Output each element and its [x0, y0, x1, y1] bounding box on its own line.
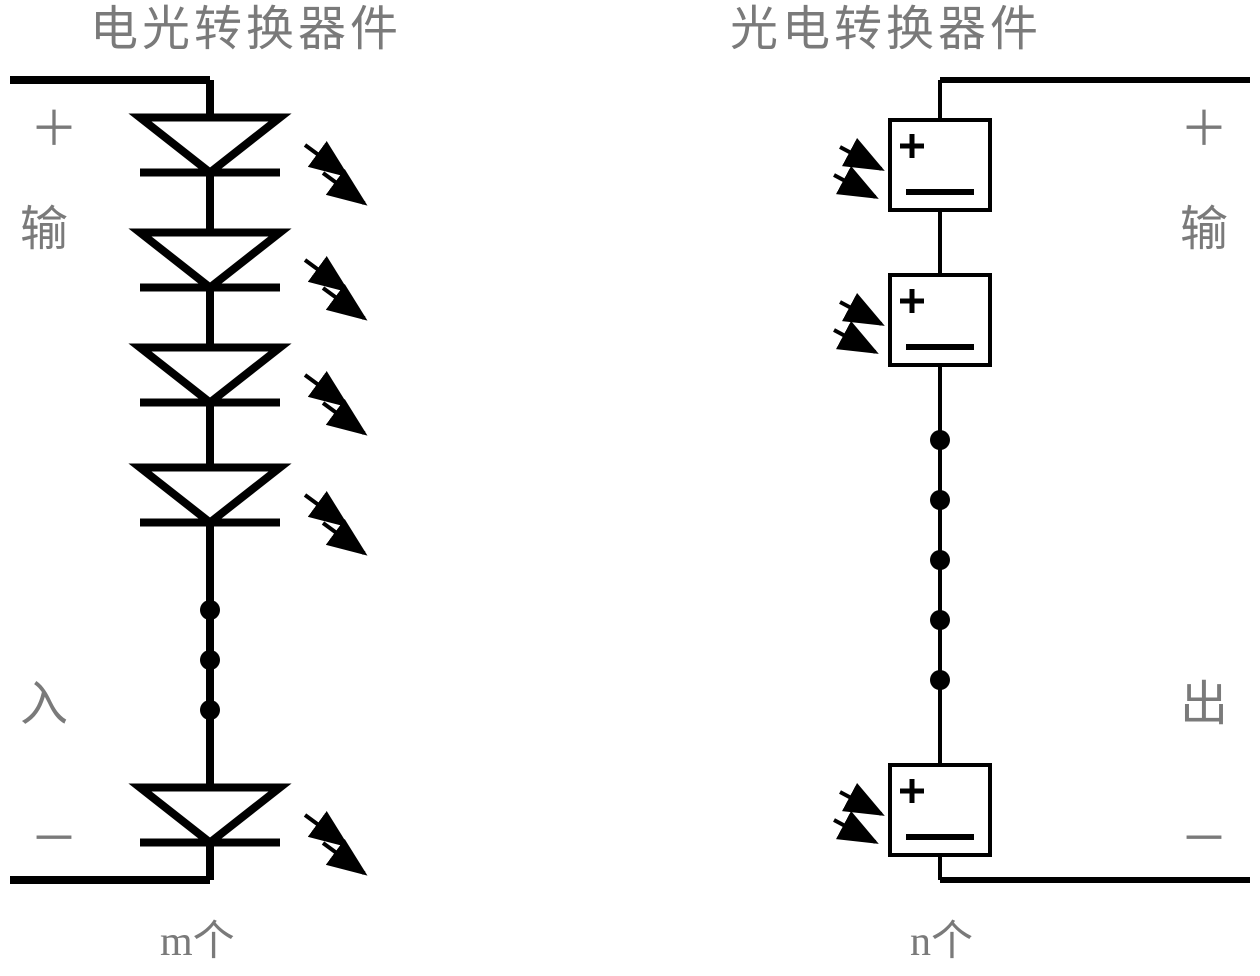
right-dot-3: [930, 610, 950, 630]
photocell-2: [890, 765, 990, 855]
left-in-bottom: 入: [20, 678, 68, 731]
led-diode-0: [140, 118, 280, 173]
cell-in-arrow-2-0: [840, 792, 881, 814]
led-diode-3: [140, 468, 280, 523]
left-in-top: 输: [20, 203, 68, 256]
right-dot-2: [930, 550, 950, 570]
led-emit-arrow-0-1: [323, 173, 364, 203]
right-count: n个: [910, 919, 973, 965]
led-emit-arrow-2-0: [305, 375, 346, 405]
cell-in-arrow-2-1: [834, 820, 875, 842]
left-dot-2: [200, 700, 220, 720]
led-emit-arrow-2-1: [323, 403, 364, 433]
led-emit-arrow-3-0: [305, 495, 346, 525]
cell-in-arrow-0-1: [834, 175, 875, 197]
led-emit-arrow-1-0: [305, 260, 346, 290]
right-dot-4: [930, 670, 950, 690]
left-minus: －: [30, 813, 78, 866]
left-count: m个: [160, 919, 235, 965]
led-emit-arrow-4-1: [323, 843, 364, 873]
cell-in-arrow-1-1: [834, 330, 875, 352]
diagram-canvas: 电光转换器件 光电转换器件 ＋ 输入 － m个 ＋ 输出 － n个: [0, 0, 1260, 976]
led-diode-1: [140, 233, 280, 288]
led-emit-arrow-4-0: [305, 815, 346, 845]
right-title: 光电转换器件: [730, 3, 1042, 56]
right-plus: ＋: [1180, 103, 1228, 156]
right-out-bottom: 出: [1180, 678, 1228, 731]
photocell-1: [890, 275, 990, 365]
right-dot-0: [930, 430, 950, 450]
led-emit-arrow-3-1: [323, 523, 364, 553]
right-out-top: 输: [1180, 203, 1228, 256]
cell-in-arrow-1-0: [840, 302, 881, 324]
right-dot-1: [930, 490, 950, 510]
photocell-0: [890, 120, 990, 210]
led-diode-2: [140, 348, 280, 403]
left-dot-0: [200, 600, 220, 620]
left-dot-1: [200, 650, 220, 670]
led-emit-arrow-1-1: [323, 288, 364, 318]
cell-in-arrow-0-0: [840, 147, 881, 169]
left-plus: ＋: [30, 103, 78, 156]
right-minus: －: [1180, 813, 1228, 866]
led-diode-4: [140, 788, 280, 843]
led-emit-arrow-0-0: [305, 145, 346, 175]
left-title: 电光转换器件: [90, 3, 402, 56]
